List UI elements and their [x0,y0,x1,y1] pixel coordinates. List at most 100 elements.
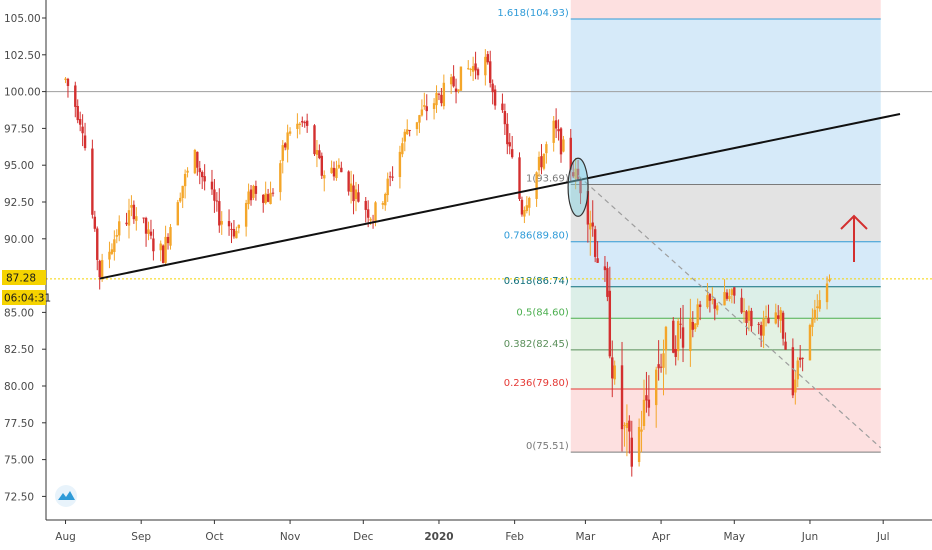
candle-body [64,78,67,80]
candle-body [469,69,472,71]
candle-body [454,88,458,92]
candle-body [640,429,643,432]
candle-body [696,304,699,325]
fib-zone [570,349,881,389]
candle-body [93,216,97,229]
candle-body [728,295,731,299]
candle-body [606,268,609,297]
candle-body [213,189,216,201]
candle-body [708,293,712,301]
candle-body [808,325,812,361]
candle-body [420,109,424,116]
x-tick-label: Nov [280,531,301,543]
candles [64,49,831,477]
candle-body [78,119,82,125]
candle-body [540,156,543,168]
candle-body [115,235,118,237]
candle-body [210,181,214,190]
candle-body [745,311,748,323]
candle-body [425,106,428,112]
y-tick-label: 85.00 [4,307,34,319]
candle-body [66,78,70,87]
candle-body [676,321,680,352]
candle-body [506,123,509,145]
candle-body [794,379,797,393]
candle-body [176,202,180,226]
y-tick-label: 105.00 [4,13,41,25]
candle-body [716,305,719,311]
candle-body [818,300,821,309]
candle-body [801,357,804,359]
x-tick-label: Apr [652,531,671,543]
candle-body [401,143,404,155]
candle-body [572,172,575,177]
candle-body [96,228,99,260]
candle-body [381,203,385,205]
candle-body [647,399,651,408]
y-tick-label: 92.50 [4,197,34,209]
candle-body [664,326,668,351]
fib-zone [570,184,881,242]
candle-body [816,306,819,309]
candle-body [249,189,253,201]
candle-body [125,222,128,225]
candle-body [523,210,526,217]
fib-level-label: 1.618(104.93) [497,8,569,19]
candle-body [271,192,275,194]
logo-icon[interactable] [55,485,77,507]
candle-body [142,217,145,219]
candle-body [642,399,646,427]
candle-body [510,149,514,158]
x-tick-label: Mar [576,531,596,543]
candle-body [127,210,131,226]
candle-body [235,230,238,239]
candle-body [557,129,560,132]
candle-body [777,315,780,319]
candle-body [762,318,765,336]
candle-body [467,68,470,70]
y-tick-label: 90.00 [4,234,34,246]
candle-body [179,197,182,202]
candle-body [493,89,497,106]
candle-body [340,167,343,173]
candle-body [281,145,284,161]
candle-body [298,123,302,126]
candle-body [196,151,199,168]
price-badges: 87.28 06:04:31 [2,270,51,305]
y-tick-label: 75.00 [4,455,34,467]
y-tick-label: 80.00 [4,381,34,393]
candle-body [767,317,770,324]
fib-zones [570,0,881,453]
candle-body [608,290,612,357]
candle-body [679,323,682,325]
candle-body [386,178,389,196]
candle-body [574,168,577,179]
candle-body [262,194,265,203]
candle-body [723,292,726,306]
candle-body [159,243,162,251]
candle-body [315,149,319,155]
candle-body [674,348,677,357]
candle-body [781,312,785,339]
candle-body [503,111,507,125]
candle-body [471,66,475,72]
candle-body [91,148,94,215]
candle-body [313,125,316,155]
candle-body [828,279,831,282]
candle-body [659,366,663,368]
candle-body [357,192,360,202]
candle-body [779,310,782,321]
candle-body [279,163,282,193]
fib-zone [570,318,881,350]
candle-body [747,310,751,321]
candle-body [698,304,702,308]
candle-body [484,56,487,76]
candle-body [672,320,675,353]
candle-body [681,327,685,348]
candle-body [152,238,155,252]
candle-body [266,194,270,202]
fib-level-label: 1(93.69) [526,173,569,184]
candle-body [198,168,201,173]
candle-body [100,260,104,279]
fib-zone [570,286,881,319]
